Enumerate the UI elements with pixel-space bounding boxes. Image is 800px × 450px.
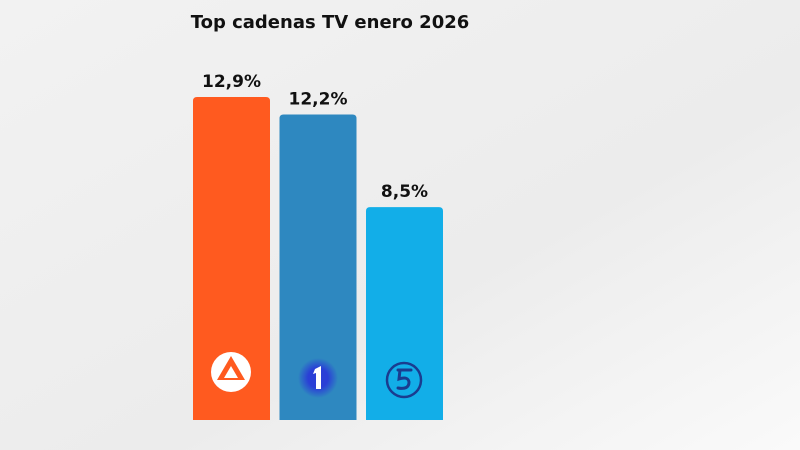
logos: [211, 352, 423, 399]
bars: 12,9% 12,2% 8,5%: [193, 72, 443, 420]
telecinco-logo: [385, 361, 423, 399]
value-label: 8,5%: [381, 182, 428, 202]
antena3-logo: [211, 352, 251, 392]
la1-logo: [298, 358, 338, 398]
value-label: 12,2%: [289, 90, 348, 110]
chart-title: Top cadenas TV enero 2026: [191, 12, 470, 33]
bar: [366, 207, 443, 420]
bar: [193, 97, 270, 420]
value-label: 12,9%: [202, 72, 261, 92]
bar: [279, 114, 357, 420]
